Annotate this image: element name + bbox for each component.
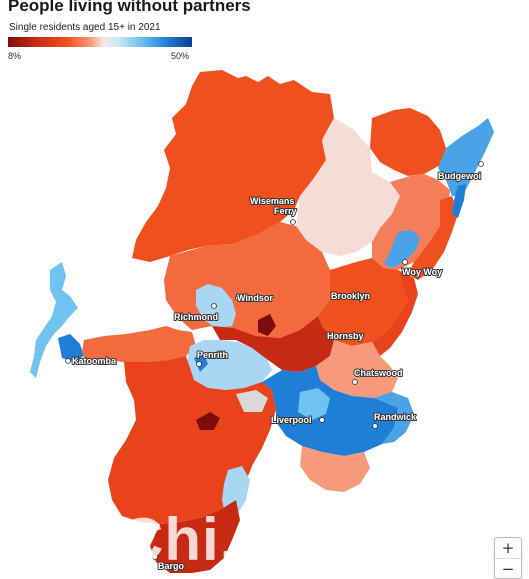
region-central-pale[interactable] [296, 118, 400, 256]
place-marker [372, 423, 378, 429]
zoom-in-button[interactable]: + [501, 539, 515, 557]
place-label-randwick: Randwick [374, 412, 417, 422]
region-hawkesbury-north[interactable] [132, 70, 334, 262]
region-northern-beaches[interactable] [372, 270, 418, 356]
region-dark-red-1[interactable] [258, 314, 276, 336]
place-label-penrith: Penrith [197, 350, 228, 360]
region-sutherland[interactable] [300, 446, 370, 492]
region-blue-mountains[interactable] [30, 262, 78, 378]
watermark-logo: Chi... [120, 506, 273, 573]
zoom-out-button[interactable]: − [495, 558, 521, 579]
legend-max-label: 50% [171, 51, 190, 61]
region-woy-woy[interactable] [384, 230, 420, 268]
place-label-brooklyn: Brooklyn [331, 291, 370, 301]
region-budgewoi-lake[interactable] [452, 184, 466, 218]
region-mountains-east[interactable] [82, 326, 196, 362]
region-dark-red-2[interactable] [196, 412, 220, 430]
place-label-budgewoi: Budgewoi [438, 171, 481, 181]
place-marker [290, 219, 296, 225]
region-central-coast[interactable] [372, 174, 450, 270]
region-katoomba[interactable] [58, 334, 84, 362]
region-central-coast-north[interactable] [370, 108, 446, 176]
place-marker [332, 293, 338, 299]
place-marker [352, 379, 358, 385]
region-inner-west-light[interactable] [298, 388, 330, 420]
place-label-liverpool: Liverpool [271, 415, 312, 425]
region-coast-strip[interactable] [408, 196, 458, 280]
map-subtitle: Single residents aged 15+ in 2021 [9, 22, 161, 33]
region-grey-gap[interactable] [236, 390, 268, 412]
place-label-wisemans: Wisemans [250, 196, 294, 206]
place-marker [211, 303, 217, 309]
place-markers [65, 161, 484, 560]
region-bargo[interactable] [150, 500, 240, 573]
place-marker [196, 361, 202, 367]
legend-min-label: 8% [8, 51, 22, 61]
color-scale-legend [8, 37, 192, 47]
place-marker [65, 358, 71, 364]
region-liverpool[interactable] [262, 366, 398, 456]
region-chatswood[interactable] [316, 340, 398, 398]
map-title: People living without partners [8, 0, 251, 15]
place-label-richmond: Richmond [174, 312, 218, 322]
place-label-chatswood: Chatswood [354, 368, 403, 378]
place-label-windsor: Windsor [237, 293, 273, 303]
place-label-bargo: Bargo [158, 561, 185, 571]
region-blacktown[interactable] [212, 316, 334, 372]
region-penrith[interactable] [186, 340, 272, 390]
place-marker [402, 259, 408, 265]
place-marker [235, 295, 241, 301]
place-label-hornsby: Hornsby [327, 331, 364, 341]
place-label-ferry: Ferry [274, 206, 297, 216]
region-hornsby[interactable] [318, 258, 410, 346]
place-label-woy-woy: Woy Woy [402, 267, 442, 277]
place-marker [478, 161, 484, 167]
place-marker [319, 417, 325, 423]
place-labels: Budgewoi Wisemans Ferry Woy Woy Windsor … [71, 170, 482, 572]
place-marker [327, 334, 333, 340]
place-marker [152, 554, 158, 560]
place-label-katoomba: Katoomba [72, 356, 117, 366]
region-randwick[interactable] [374, 392, 414, 444]
region-budgewoi[interactable] [438, 118, 494, 196]
